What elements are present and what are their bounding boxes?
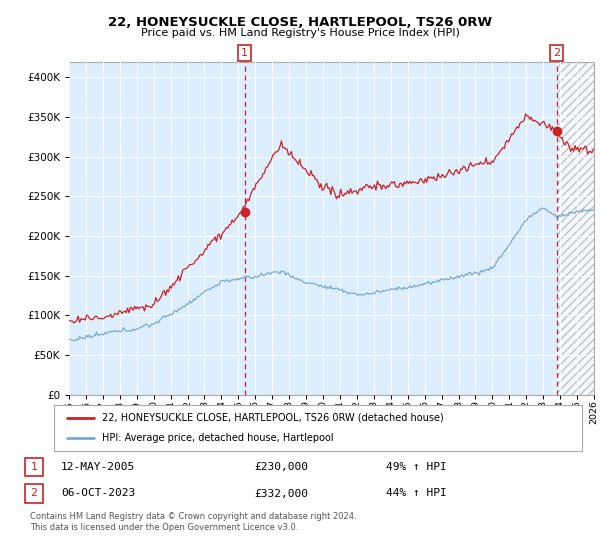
Text: 44% ↑ HPI: 44% ↑ HPI bbox=[386, 488, 447, 498]
FancyBboxPatch shape bbox=[25, 458, 43, 476]
FancyBboxPatch shape bbox=[25, 484, 43, 503]
Text: HPI: Average price, detached house, Hartlepool: HPI: Average price, detached house, Hart… bbox=[101, 433, 333, 443]
Text: Contains HM Land Registry data © Crown copyright and database right 2024.
This d: Contains HM Land Registry data © Crown c… bbox=[30, 512, 356, 532]
Text: £332,000: £332,000 bbox=[254, 488, 308, 498]
Text: 1: 1 bbox=[241, 48, 248, 58]
Text: 2: 2 bbox=[553, 48, 560, 58]
Bar bbox=[557, 62, 594, 395]
Text: £230,000: £230,000 bbox=[254, 462, 308, 472]
Text: 12-MAY-2005: 12-MAY-2005 bbox=[61, 462, 135, 472]
Text: Price paid vs. HM Land Registry's House Price Index (HPI): Price paid vs. HM Land Registry's House … bbox=[140, 28, 460, 38]
Text: 1: 1 bbox=[31, 462, 37, 472]
Text: 06-OCT-2023: 06-OCT-2023 bbox=[61, 488, 135, 498]
Text: 49% ↑ HPI: 49% ↑ HPI bbox=[386, 462, 447, 472]
Text: 2: 2 bbox=[31, 488, 37, 498]
Text: 22, HONEYSUCKLE CLOSE, HARTLEPOOL, TS26 0RW (detached house): 22, HONEYSUCKLE CLOSE, HARTLEPOOL, TS26 … bbox=[101, 413, 443, 423]
Text: 22, HONEYSUCKLE CLOSE, HARTLEPOOL, TS26 0RW: 22, HONEYSUCKLE CLOSE, HARTLEPOOL, TS26 … bbox=[108, 16, 492, 29]
